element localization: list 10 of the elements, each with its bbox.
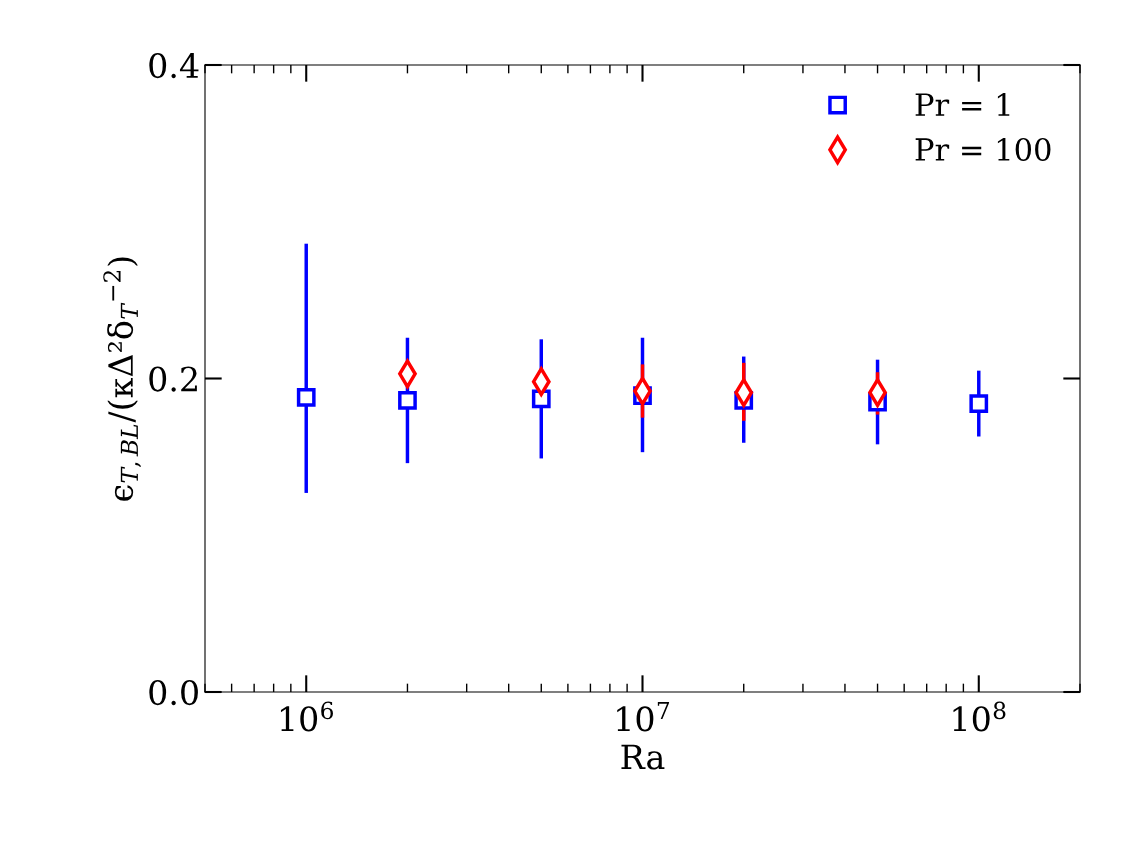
y-tick-label: 0.4 — [149, 52, 199, 79]
y-tick-label: 0.2 — [149, 366, 197, 392]
x-tick-label: 10$^{8}$ — [953, 701, 1006, 732]
y-tick-label: 0.0 — [149, 679, 198, 706]
legend-label: Pr = 1 — [915, 93, 1010, 116]
y-axis-title: ϵ$_{T,BL}$/(κΔ²δ$_{T}$$^{−2}$) — [103, 257, 142, 501]
x-tick-label: 10$^{6}$ — [280, 701, 333, 732]
x-axis-title: Ra — [621, 744, 665, 770]
legend-label: Pr = 100 — [915, 137, 1051, 161]
x-tick-label: 10$^{7}$ — [617, 701, 670, 732]
